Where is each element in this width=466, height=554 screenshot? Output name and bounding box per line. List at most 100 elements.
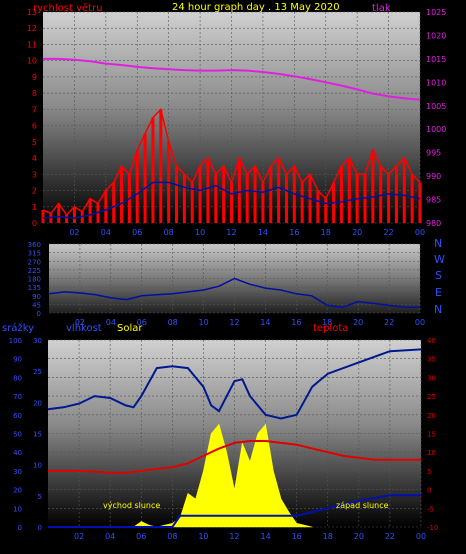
wind-speed-tick: 0 <box>32 219 37 228</box>
rain-tick: 20 <box>13 487 22 495</box>
pressure-tick: 1025 <box>426 8 446 17</box>
temperature-tick: 10 <box>427 449 436 457</box>
direction-tick: 225 <box>28 267 41 275</box>
chart-title: 24 hour graph day . 13 May 2020 <box>172 2 340 13</box>
temperature-tick: 5 <box>427 468 431 476</box>
direction-time-tick: 18 <box>322 318 332 327</box>
compass-s: S <box>435 269 442 282</box>
compass-n-bottom: N <box>434 303 442 316</box>
solar-label: Solar <box>117 323 143 334</box>
direction-time-tick: 14 <box>260 318 270 327</box>
wind-time-tick: 10 <box>195 228 205 237</box>
direction-time-tick: 10 <box>198 318 208 327</box>
axis-labels: 02 04 06 08 10 12 14 16 18 20 22 000123456789101112… <box>9 8 447 541</box>
wind-speed-tick: 10 <box>27 57 37 66</box>
humidity-line <box>47 348 422 420</box>
solar-time-tick: 14 <box>260 532 270 541</box>
sunset-annotation: západ slunce <box>336 501 389 510</box>
wind-speed-tick: 13 <box>27 8 37 17</box>
temperature-tick: 25 <box>427 393 436 401</box>
wind-time-tick: 06 <box>132 228 142 237</box>
rain-tick: 80 <box>13 374 22 382</box>
temperature-tick: 40 <box>427 337 436 345</box>
pressure-tick: 1010 <box>426 78 446 87</box>
direction-time-tick: 08 <box>168 318 178 327</box>
pressure-tick: 985 <box>426 196 441 205</box>
pressure-tick: 1020 <box>426 31 446 40</box>
solar-time-tick: 02 <box>74 532 84 541</box>
humidity-tick: 5 <box>38 493 42 501</box>
direction-time-tick: 02 <box>75 318 85 327</box>
solar-time-tick: 04 <box>105 532 115 541</box>
direction-tick: 135 <box>28 284 41 292</box>
direction-tick: 270 <box>28 258 41 266</box>
wind-average-line <box>42 181 421 219</box>
wind-speed-tick: 6 <box>32 122 37 131</box>
direction-tick: 315 <box>28 250 41 258</box>
temperature-label: teplota <box>313 323 348 334</box>
pressure-line <box>43 57 421 101</box>
humidity-tick: 0 <box>38 524 42 532</box>
pressure-tick: 1005 <box>426 102 446 111</box>
wind-time-tick: 20 <box>352 228 362 237</box>
sunrise-annotation: východ slunce <box>103 501 160 510</box>
rain-tick: 70 <box>13 393 22 401</box>
wind-time-tick: 22 <box>383 228 393 237</box>
rain-line <box>48 494 421 528</box>
humidity-tick: 15 <box>33 431 42 439</box>
rain-tick: 40 <box>13 449 22 457</box>
solar-area <box>132 423 313 528</box>
direction-tick: 0 <box>37 310 41 318</box>
wind-speed-tick: 1 <box>32 203 37 212</box>
temperature-tick: 30 <box>427 374 436 382</box>
humidity-tick: 20 <box>33 399 42 407</box>
pressure-tick: 1000 <box>426 125 446 134</box>
direction-time-tick: 04 <box>106 318 116 327</box>
temperature-tick: -10 <box>427 524 438 532</box>
wind-time-tick: 08 <box>164 228 174 237</box>
humidity-tick: 30 <box>33 337 42 345</box>
solar-time-tick: 12 <box>229 532 239 541</box>
wind-speed-tick: 9 <box>32 73 37 82</box>
direction-time-tick: 00 <box>415 318 425 327</box>
rain-tick: 10 <box>13 505 22 513</box>
wind-speed-tick: 3 <box>32 170 37 179</box>
temperature-tick: 0 <box>427 487 431 495</box>
wind-time-tick: 02 <box>69 228 79 237</box>
solar-time-tick: 08 <box>167 532 177 541</box>
rain-tick: 30 <box>13 468 22 476</box>
rain-tick: 90 <box>13 356 22 364</box>
solar-time-tick: 10 <box>198 532 208 541</box>
wind-speed-tick: 11 <box>27 40 37 49</box>
wind-time-tick: 04 <box>101 228 111 237</box>
direction-tick: 180 <box>28 276 41 284</box>
rain-label: srážky <box>2 322 34 334</box>
temperature-tick: 35 <box>427 356 436 364</box>
compass-e: E <box>435 286 442 299</box>
rain-tick: 0 <box>18 524 22 532</box>
wind-speed-tick: 5 <box>32 138 37 147</box>
solar-time-tick: 22 <box>385 532 395 541</box>
direction-time-tick: 06 <box>137 318 147 327</box>
temperature-line <box>48 440 421 474</box>
wind-speed-tick: 7 <box>32 105 37 114</box>
solar-time-tick: 00 <box>416 532 426 541</box>
compass-w: W <box>434 253 445 266</box>
wind-speed-line <box>42 107 421 217</box>
temperature-tick: 20 <box>427 412 436 420</box>
wind-speed-tick: 4 <box>32 154 37 163</box>
wind-time-tick: 12 <box>226 228 236 237</box>
wind-speed-tick: 12 <box>27 24 37 33</box>
solar-time-tick: 16 <box>292 532 302 541</box>
wind-time-tick: 16 <box>289 228 299 237</box>
humidity-tick: 10 <box>33 462 42 470</box>
temperature-tick: 15 <box>427 431 436 439</box>
direction-tick: 90 <box>32 293 41 301</box>
humidity-label: vlhkost <box>66 323 102 334</box>
data-series <box>41 57 422 528</box>
rain-tick: 50 <box>13 431 22 439</box>
compass-n-top: N <box>434 237 442 250</box>
pressure-tick: 995 <box>426 149 441 158</box>
